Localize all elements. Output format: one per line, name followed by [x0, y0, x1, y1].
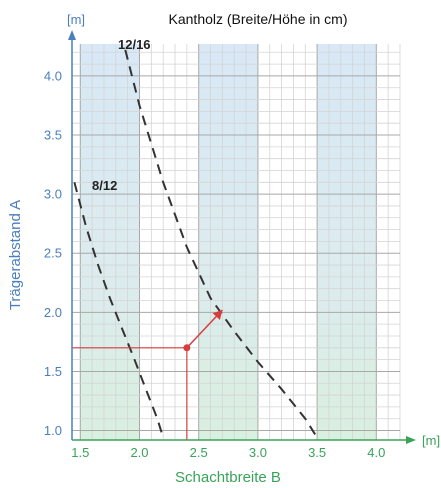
x-tick-label: 4.0 — [367, 445, 385, 460]
y-axis-title: Trägerabstand A — [7, 200, 24, 310]
x-tick-label: 1.5 — [71, 445, 89, 460]
column-bands — [80, 44, 377, 440]
y-tick-label: 1.5 — [44, 364, 62, 379]
curve-label-12-16: 12/16 — [118, 37, 151, 52]
tick-labels: 1.0 1.5 2.0 2.5 3.0 3.5 4.0 1.5 2.0 2.5 3.0 3.5 4.0 — [44, 68, 385, 460]
axes — [68, 30, 416, 444]
curve-12-16 — [124, 49, 318, 439]
chart-title: Kantholz (Breite/Höhe in cm) — [169, 11, 348, 27]
x-unit-label: [m] — [422, 433, 440, 448]
column-band-3 — [317, 44, 377, 440]
y-tick-label: 2.5 — [44, 246, 62, 261]
curves — [73, 49, 318, 439]
example-reading — [72, 309, 223, 440]
curve-label-8-12: 8/12 — [92, 178, 117, 193]
example-point — [183, 344, 191, 352]
curve-8-12 — [73, 182, 165, 438]
x-axis-arrowhead — [406, 436, 416, 444]
column-band-2 — [198, 44, 258, 440]
y-axis-arrowhead — [68, 30, 76, 40]
x-tick-label: 3.0 — [249, 445, 267, 460]
column-band-1 — [80, 44, 140, 440]
y-tick-label: 4.0 — [44, 68, 62, 83]
y-tick-label: 1.0 — [44, 423, 62, 438]
x-axis-title: Schachtbreite B — [175, 469, 281, 486]
x-tick-label: 2.5 — [190, 445, 208, 460]
y-unit-label: [m] — [67, 12, 85, 27]
y-tick-label: 3.0 — [44, 187, 62, 202]
y-tick-label: 2.0 — [44, 305, 62, 320]
y-tick-label: 3.5 — [44, 128, 62, 143]
x-tick-label: 2.0 — [130, 445, 148, 460]
example-arrowhead — [212, 310, 223, 320]
x-tick-label: 3.5 — [308, 445, 326, 460]
